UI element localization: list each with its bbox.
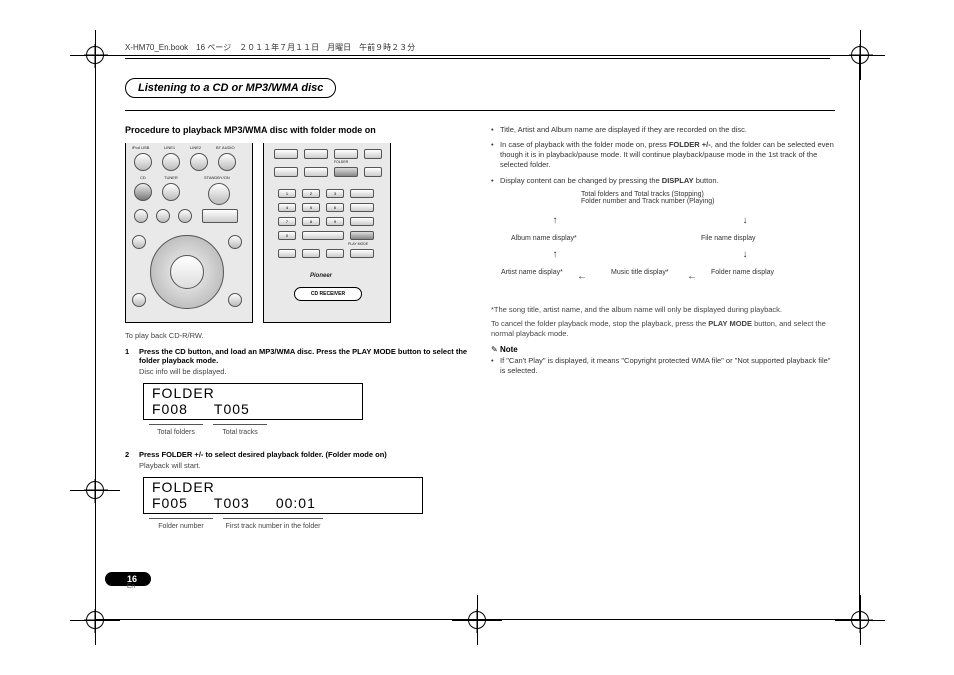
flow-file: File name display: [701, 235, 801, 242]
step-number: 2: [125, 450, 133, 459]
remote-right: FOLDER 1 2 3 4 5 6 7 8 9 0: [263, 143, 391, 323]
step-1: 1 Press the CD button, and load an MP3/W…: [125, 347, 469, 365]
bullet-dot: •: [491, 176, 495, 186]
bullet-text: Title, Artist and Album name are display…: [500, 125, 747, 135]
lcd-row1: FOLDER: [144, 384, 362, 401]
caption-total-tracks: Total tracks: [213, 424, 267, 436]
left-subhead: Procedure to playback MP3/WMA disc with …: [125, 125, 469, 137]
lcd-display-1: FOLDER F008 T005: [143, 383, 363, 420]
left-column: Procedure to playback MP3/WMA disc with …: [125, 125, 469, 530]
step-number: 1: [125, 347, 133, 365]
bullet-dot: •: [491, 356, 495, 376]
section-title-pill: Listening to a CD or MP3/WMA disc: [125, 78, 336, 98]
caption-first-track: First track number in the folder: [223, 518, 323, 530]
remote-brand: Pioneer: [310, 273, 332, 279]
remote-badge: CD RECEIVER: [294, 287, 362, 301]
step-text: Press FOLDER +/- to select desired playb…: [139, 450, 469, 459]
arrow-up-icon: ↑: [551, 249, 559, 260]
right-column: • Title, Artist and Album name are displ…: [491, 125, 835, 530]
flow-top: Total folders and Total tracks (Stopping…: [581, 191, 771, 205]
cancel-note: To cancel the folder playback mode, stop…: [491, 319, 835, 339]
flow-album: Album name display*: [511, 235, 611, 242]
section-title: Listening to a CD or MP3/WMA disc: [138, 82, 323, 94]
arrow-down-icon: ↓: [741, 249, 749, 260]
lcd-display-2: FOLDER F005 T003 00:01: [143, 477, 423, 514]
lcd-time: 00:01: [276, 495, 316, 511]
step-text: Press the CD button, and load an MP3/WMA…: [139, 347, 469, 365]
bullet-dot: •: [491, 125, 495, 135]
arrow-left-icon: ←: [577, 271, 585, 282]
remote-label: TUNER: [164, 175, 178, 180]
page-number-wrap: 16 En: [105, 572, 151, 586]
caption-folder-number: Folder number: [149, 518, 213, 530]
remote-label-folder: FOLDER: [334, 160, 348, 164]
section-rule: [125, 110, 835, 111]
flow-folder: Folder name display: [711, 269, 791, 276]
flow-artist: Artist name display*: [501, 269, 571, 276]
remote-label: LINE2: [190, 145, 201, 150]
bullet-text: Display content can be changed by pressi…: [500, 176, 719, 186]
lcd-row1: FOLDER: [144, 478, 422, 495]
arrow-down-icon: ↓: [741, 215, 749, 226]
remote-label: LINE1: [164, 145, 175, 150]
lcd-tracks: T005: [214, 401, 250, 417]
step-1-after: Disc info will be displayed.: [139, 367, 469, 377]
remote-label: CD: [140, 175, 146, 180]
note-text: If "Can't Play" is displayed, it means "…: [500, 356, 835, 376]
bullet-2: • In case of playback with the folder mo…: [491, 140, 835, 170]
page-lang: En: [127, 583, 135, 590]
remote-label-playmode: PLAY MODE: [348, 242, 368, 246]
playback-note: To play back CD-R/RW.: [125, 331, 469, 341]
note-bullet: • If "Can't Play" is displayed, it means…: [491, 356, 835, 376]
remote-label: iPod USB: [132, 145, 149, 150]
bullet-dot: •: [491, 140, 495, 170]
content: Listening to a CD or MP3/WMA disc Proced…: [125, 78, 835, 530]
arrow-left-icon: ←: [687, 271, 695, 282]
step-2: 2 Press FOLDER +/- to select desired pla…: [125, 450, 469, 459]
flow-footnote: *The song title, artist name, and the al…: [491, 305, 835, 315]
flow-music: Music title display*: [611, 269, 681, 276]
remote-illustration: iPod USB LINE1 LINE2 BT AUDIO CD TUNER S…: [125, 143, 469, 323]
bullet-3: • Display content can be changed by pres…: [491, 176, 835, 186]
arrow-up-icon: ↑: [551, 215, 559, 226]
display-flow-diagram: Total folders and Total tracks (Stopping…: [491, 191, 835, 301]
caption-total-folders: Total folders: [149, 424, 203, 436]
bullet-1: • Title, Artist and Album name are displ…: [491, 125, 835, 135]
lcd-folders: F008: [152, 401, 188, 417]
remote-label: BT AUDIO: [216, 145, 235, 150]
bullet-text: In case of playback with the folder mode…: [500, 140, 835, 170]
lcd-folder-num: F005: [152, 495, 188, 511]
note-heading: Note: [491, 345, 835, 354]
remote-left: iPod USB LINE1 LINE2 BT AUDIO CD TUNER S…: [125, 143, 253, 323]
step-2-after: Playback will start.: [139, 461, 469, 471]
header-rule: [125, 58, 830, 59]
header-meta: X-HM70_En.book 16 ページ ２０１１年７月１１日 月曜日 午前９…: [125, 42, 415, 53]
lcd-track-num: T003: [214, 495, 250, 511]
lcd2-captions: Folder number First track number in the …: [143, 518, 469, 530]
remote-label: STANDBY/ON: [204, 175, 230, 180]
lcd1-captions: Total folders Total tracks: [143, 424, 469, 436]
